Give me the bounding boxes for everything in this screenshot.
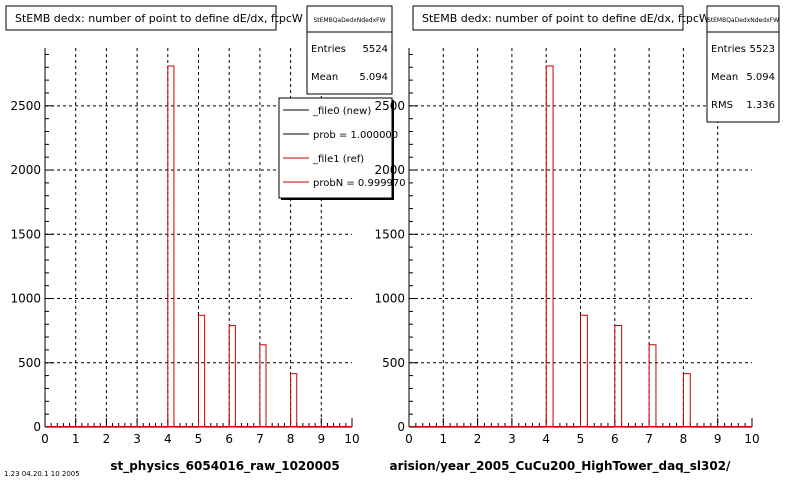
stats-name: StEMBQaDedxNdedxFW (313, 17, 385, 24)
stats-label: Mean (711, 72, 738, 83)
histogram-bar (259, 344, 267, 428)
x-tick-label: 0 (405, 432, 413, 446)
y-tick-label: 2000 (374, 163, 405, 177)
y-tick-label: 1000 (374, 292, 405, 306)
legend-label: probN = 0.999970 (313, 178, 406, 189)
histogram-bar (614, 325, 623, 428)
histogram-bar (545, 65, 554, 428)
x-tick-label: 3 (133, 432, 141, 446)
x-tick-label: 2 (474, 432, 482, 446)
x-axis-label-right: arision/year_2005_CuCu200_HighTower_daq_… (390, 459, 732, 474)
stats-label: Entries (711, 44, 746, 55)
x-tick-label: 9 (714, 432, 722, 446)
y-tick-label: 500 (382, 356, 405, 370)
title-text-right: StEMB dedx: number of point to define dE… (422, 12, 710, 25)
stats-frame (706, 5, 780, 123)
x-tick-label: 1 (439, 432, 447, 446)
stats-value: 5.094 (746, 72, 775, 83)
footer-text: 1.23 04.20.1 10 2005 (4, 470, 80, 478)
stats-label: Entries (311, 44, 346, 55)
x-tick-label: 6 (225, 432, 233, 446)
x-tick-label: 10 (344, 432, 359, 446)
y-tick-label: 2000 (10, 163, 41, 177)
legend-left: _file0 (new) prob = 1.000000 _file1 (ref) p… (278, 97, 406, 200)
x-tick-label: 1 (72, 432, 80, 446)
histogram-bar (648, 344, 657, 428)
stats-label: Mean (311, 72, 338, 83)
x-tick-label: 5 (577, 432, 585, 446)
x-tick-label: 8 (287, 432, 295, 446)
x-tick-label: 10 (744, 432, 759, 446)
stats-value: 5524 (363, 44, 388, 55)
x-axis-label-left: st_physics_6054016_raw_1020005 (110, 459, 339, 474)
x-tick-label: 8 (680, 432, 688, 446)
histogram-bar (580, 314, 588, 428)
legend-frame (278, 97, 393, 199)
x-tick-label: 5 (195, 432, 203, 446)
y-tick-label: 2500 (374, 99, 405, 113)
stats-box-right: StEMBQaDedxNdedxFW Entries 5523 Mean 5.094 RM… (706, 5, 780, 123)
pad-right: 0 1 2 3 4 5 6 7 8 9 10 0 500 1000 1500 2000 2500 StEMB d… (374, 5, 780, 474)
stats-value: 5523 (750, 44, 775, 55)
y-tick-label: 0 (33, 420, 41, 434)
x-tick-label: 3 (508, 432, 516, 446)
x-tick-label: 9 (317, 432, 325, 446)
y-tick-label: 1000 (10, 292, 41, 306)
x-tick-label: 2 (103, 432, 111, 446)
x-tick-label: 7 (645, 432, 653, 446)
stats-box-left: StEMBQaDedxNdedxFW Entries 5524 Mean 5.094 (306, 5, 393, 95)
x-tick-label: 6 (611, 432, 619, 446)
stats-name: StEMBQaDedxNdedxFW (707, 17, 779, 24)
histogram-bar (198, 314, 206, 428)
x-tick-label: 7 (256, 432, 264, 446)
histogram-bar (290, 373, 298, 428)
x-tick-label: 0 (41, 432, 49, 446)
y-tick-label: 2500 (10, 99, 41, 113)
legend-label: _file0 (new) (312, 106, 371, 117)
pad-left: 0 1 2 3 4 5 6 7 8 9 10 0 500 1000 1500 2000 2500 StEMB d… (5, 5, 406, 474)
histogram-bar (682, 373, 691, 428)
y-tick-label: 1500 (374, 227, 405, 241)
histogram-bar (228, 325, 236, 428)
stats-label: RMS (711, 100, 733, 111)
y-tick-label: 0 (397, 420, 405, 434)
x-tick-label: 4 (164, 432, 172, 446)
histogram-title-left: StEMB dedx: number of point to define dE… (5, 5, 303, 31)
stats-frame (306, 5, 393, 95)
legend-label: _file1 (ref) (312, 154, 364, 165)
y-tick-label: 1500 (10, 227, 41, 241)
y-tick-label: 500 (18, 356, 41, 370)
title-text-left: StEMB dedx: number of point to define dE… (15, 12, 303, 25)
histogram-title-right: StEMB dedx: number of point to define dE… (412, 5, 710, 31)
legend-label: prob = 1.000000 (313, 130, 398, 141)
stats-value: 1.336 (746, 100, 775, 111)
plot-area-right: 0 1 2 3 4 5 6 7 8 9 10 0 500 1000 1500 2000 2500 (374, 48, 760, 446)
histogram-bar (167, 65, 175, 428)
plot-area-left: 0 1 2 3 4 5 6 7 8 9 10 0 500 1000 1500 2000 2500 (10, 48, 360, 446)
stats-value: 5.094 (359, 72, 388, 83)
x-tick-label: 4 (542, 432, 550, 446)
